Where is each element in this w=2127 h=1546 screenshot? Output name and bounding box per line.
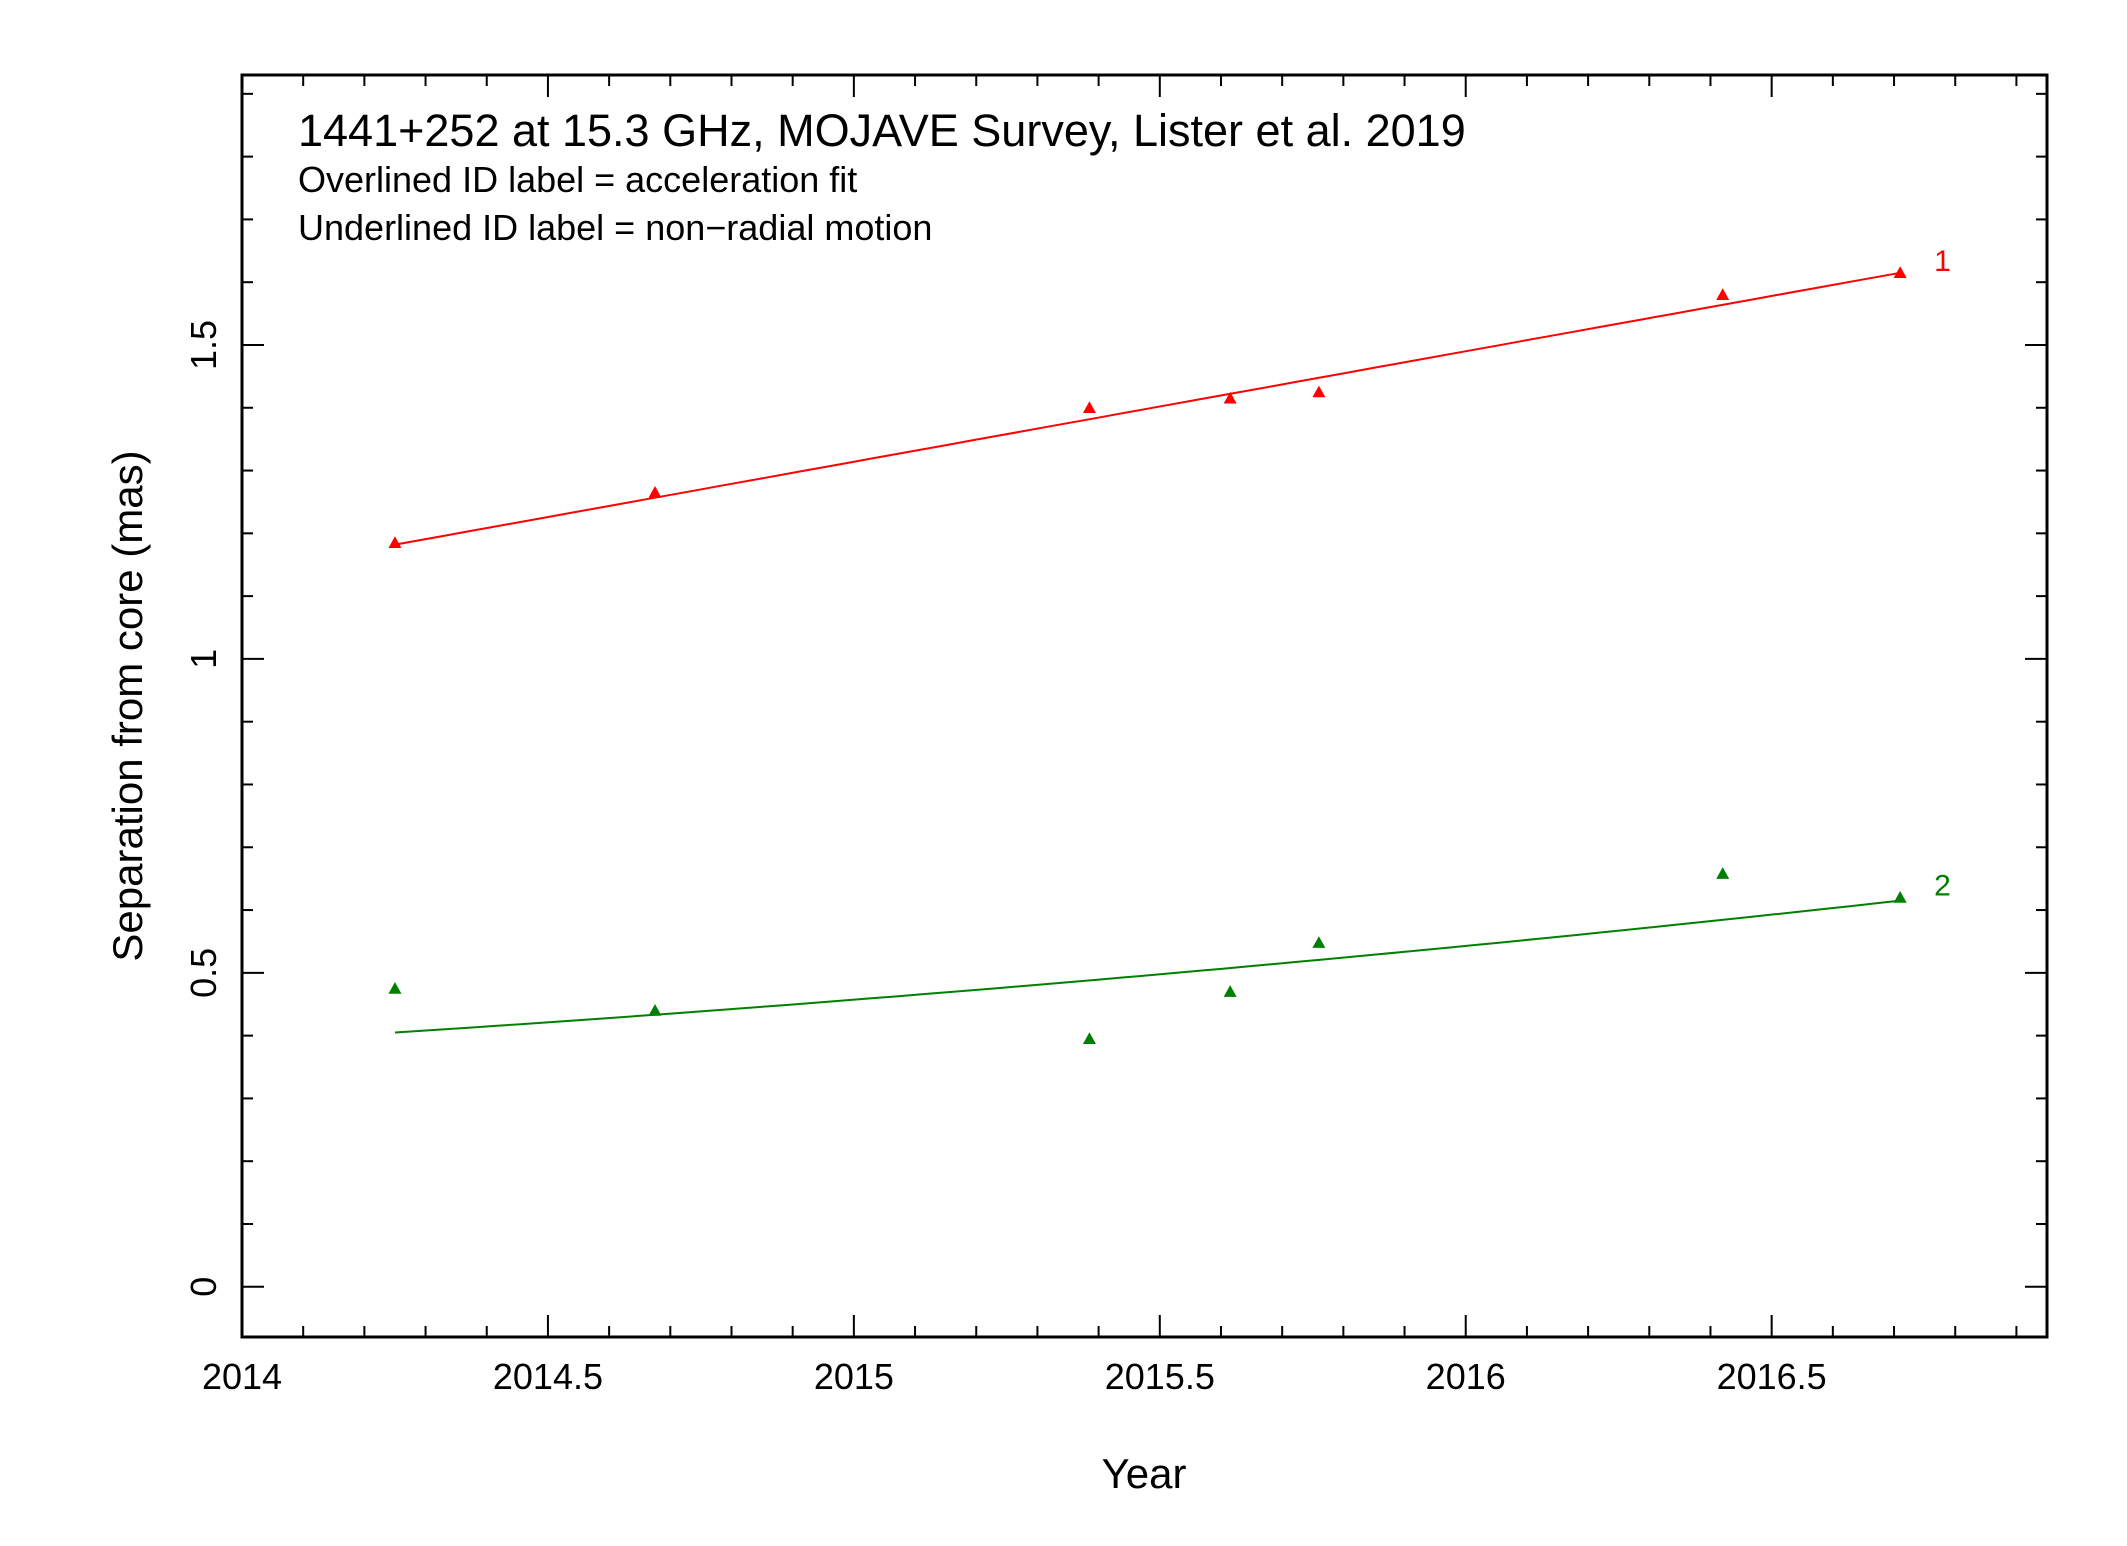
fit-line-series-1 [394, 271, 1901, 546]
y-tick-label: 0.5 [183, 948, 224, 998]
data-point-series-1 [388, 536, 402, 548]
tick-labels: 2014 2014.5 2015 2015.5 2016 2016.5 0 0.5 1 1.5 [183, 320, 1827, 1397]
data-point-series-2 [1082, 1032, 1096, 1044]
fit-line-series-2 [394, 899, 1901, 1034]
y-tick-label: 1 [183, 649, 224, 669]
plot-frame [240, 73, 2049, 1339]
y-axis-title: Separation from core (mas) [104, 450, 151, 961]
x-tick-label: 2014 [202, 1356, 282, 1397]
annotation-underlined: Underlined ID label = non−radial motion [298, 207, 932, 248]
x-axis-title: Year [1102, 1450, 1187, 1497]
data-point-series-2 [1893, 890, 1907, 903]
data-markers [388, 266, 1907, 1044]
series-labels: 12 [1934, 245, 1951, 903]
data-point-series-1 [1893, 266, 1907, 278]
data-point-series-1 [1223, 391, 1237, 404]
tick-marks [241, 75, 2047, 1337]
x-tick-label: 2015 [814, 1356, 894, 1397]
data-point-series-1 [648, 486, 662, 498]
x-tick-label: 2014.5 [493, 1356, 603, 1397]
data-point-series-2 [1312, 936, 1326, 948]
data-point-series-2 [648, 1004, 662, 1016]
data-point-series-1 [1716, 288, 1730, 300]
data-point-series-2 [1716, 867, 1730, 879]
y-tick-label: 1.5 [183, 320, 224, 370]
data-point-series-1 [1082, 401, 1096, 413]
x-tick-label: 2016.5 [1717, 1356, 1827, 1397]
data-point-series-1 [1312, 385, 1326, 398]
data-point-series-2 [1223, 985, 1237, 997]
series-label-1: 1 [1934, 245, 1951, 278]
data-point-series-2 [388, 982, 402, 994]
y-tick-label: 0 [183, 1277, 224, 1297]
x-tick-label: 2015.5 [1105, 1356, 1215, 1397]
x-tick-label: 2016 [1426, 1356, 1506, 1397]
chart-title: 1441+252 at 15.3 GHz, MOJAVE Survey, Lis… [298, 105, 1466, 156]
fit-lines [394, 271, 1901, 1034]
series-label-2: 2 [1934, 869, 1951, 902]
annotation-overlined: Overlined ID label = acceleration fit [298, 159, 857, 200]
